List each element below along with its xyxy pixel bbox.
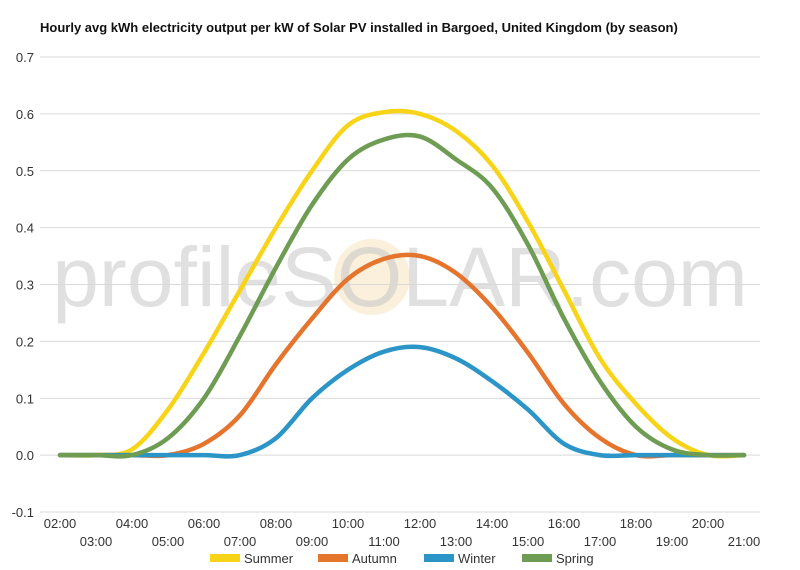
x-tick-label: 02:00 [44, 516, 77, 531]
x-tick-label: 16:00 [548, 516, 581, 531]
x-tick-label: 07:00 [224, 534, 257, 549]
x-tick-label: 11:00 [368, 534, 400, 549]
x-tick-label: 20:00 [692, 516, 725, 531]
y-tick-label: 0.6 [16, 107, 34, 122]
series-line-spring [57, 132, 747, 459]
x-tick-label: 05:00 [152, 534, 185, 549]
legend-label-autumn: Autumn [352, 551, 397, 566]
x-tick-label: 21:00 [728, 534, 761, 549]
y-tick-label: 0.2 [16, 334, 34, 349]
series-line-summer [57, 108, 747, 459]
y-tick-label: 0.5 [16, 164, 34, 179]
legend-label-summer: Summer [244, 551, 294, 566]
x-tick-label: 12:00 [404, 516, 437, 531]
x-tick-label: 19:00 [656, 534, 689, 549]
y-tick-label: 0.1 [16, 391, 34, 406]
x-tick-label: 14:00 [476, 516, 509, 531]
legend-swatch-spring [522, 554, 552, 562]
y-tick-label: 0.4 [16, 221, 34, 236]
y-tick-label: 0.7 [16, 50, 34, 65]
legend-swatch-winter [424, 554, 454, 562]
x-tick-label: 08:00 [260, 516, 293, 531]
x-tick-label: 03:00 [80, 534, 113, 549]
y-tick-label: 0.0 [16, 448, 34, 463]
legend-swatch-summer [210, 554, 240, 562]
series-line-winter [57, 344, 747, 459]
y-tick-label: 0.3 [16, 278, 34, 293]
x-tick-label: 10:00 [332, 516, 365, 531]
chart-title: Hourly avg kWh electricity output per kW… [40, 20, 678, 35]
y-tick-label: -0.1 [12, 505, 34, 520]
watermark: profileSOLAR.com [52, 230, 748, 324]
legend-label-spring: Spring [556, 551, 594, 566]
x-tick-label: 18:00 [620, 516, 653, 531]
x-tick-label: 17:00 [584, 534, 617, 549]
x-tick-label: 06:00 [188, 516, 221, 531]
legend-swatch-autumn [318, 554, 348, 562]
legend-label-winter: Winter [458, 551, 496, 566]
x-tick-label: 04:00 [116, 516, 149, 531]
x-tick-label: 15:00 [512, 534, 545, 549]
x-tick-label: 09:00 [296, 534, 329, 549]
x-tick-label: 13:00 [440, 534, 473, 549]
